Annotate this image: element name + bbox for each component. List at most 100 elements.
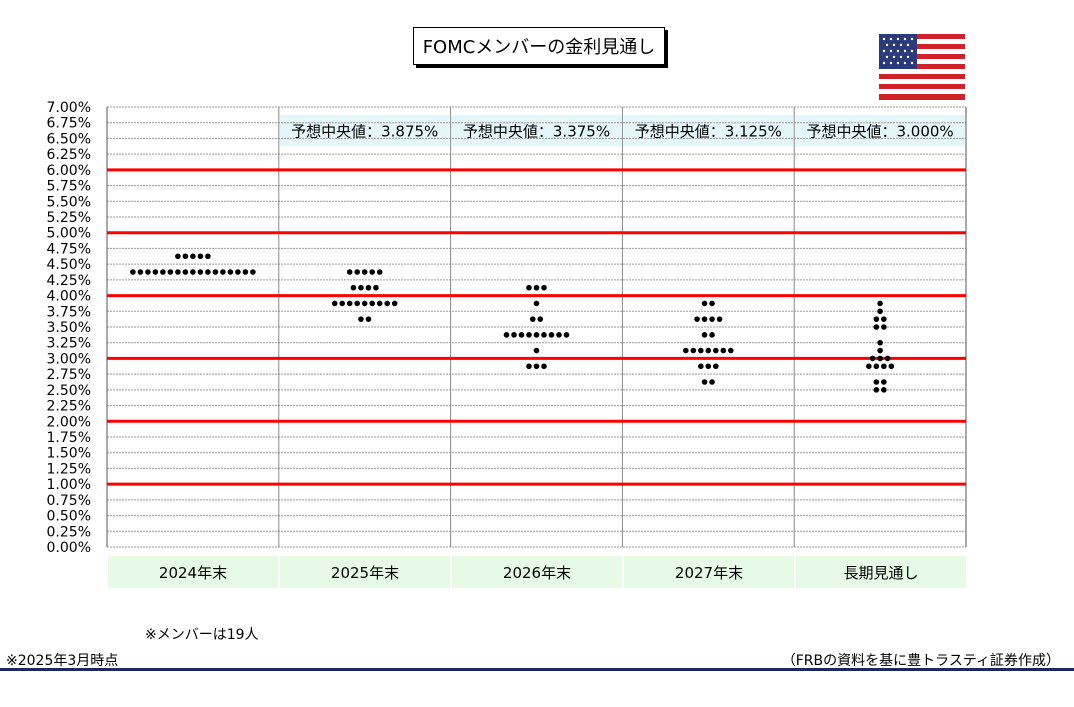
dot-point — [541, 284, 547, 291]
median-label-bg — [623, 114, 794, 147]
dot-point — [376, 269, 383, 275]
dot-point — [716, 316, 723, 322]
dot-point — [705, 363, 712, 370]
dot-point — [533, 284, 540, 291]
dot-point — [533, 300, 540, 307]
y-tick-label: 1.00% — [47, 477, 91, 493]
dot-plot-chart: 0.00%0.25%0.50%0.75%1.00%1.25%1.50%1.75%… — [47, 100, 967, 556]
dot-point — [701, 379, 708, 385]
dot-point — [720, 347, 727, 354]
median-label: 予想中央値：3.000% — [806, 123, 953, 141]
dot-point — [212, 269, 219, 275]
dot-point — [130, 269, 136, 275]
y-tick-label: 6.25% — [47, 147, 91, 163]
dot-point — [869, 355, 876, 362]
us-flag-icon — [879, 34, 965, 100]
dot-point — [358, 284, 364, 291]
dot-point — [877, 308, 883, 315]
dot-point — [701, 332, 708, 338]
dot-point — [873, 379, 880, 385]
dot-point — [873, 316, 880, 322]
dot-point — [350, 284, 357, 291]
dot-point — [526, 332, 532, 338]
dot-point — [881, 316, 887, 322]
median-label-bg — [451, 114, 622, 147]
category-label: 2026年末 — [451, 556, 623, 588]
y-tick-label: 4.75% — [47, 241, 91, 257]
category-label: 2024年末 — [107, 556, 279, 588]
median-label: 予想中央値：3.375% — [463, 123, 610, 141]
dot-point — [167, 269, 174, 275]
dot-point — [533, 363, 540, 370]
dot-point — [728, 347, 734, 354]
y-tick-label: 0.50% — [47, 509, 91, 525]
dot-point — [361, 269, 368, 275]
dot-point — [698, 347, 704, 354]
dot-point — [365, 316, 372, 322]
dot-point — [873, 387, 880, 393]
dot-point — [220, 269, 226, 275]
dot-point — [384, 300, 391, 307]
dot-point — [190, 253, 196, 260]
dot-point — [709, 316, 715, 322]
median-label-bg — [279, 114, 450, 147]
y-tick-label: 0.00% — [47, 540, 91, 556]
dot-point — [713, 347, 719, 354]
dot-point — [537, 316, 544, 322]
dot-point — [346, 300, 353, 307]
y-tick-label: 2.50% — [47, 383, 91, 399]
dot-point — [358, 316, 364, 322]
y-tick-label: 2.25% — [47, 399, 91, 415]
dot-point — [709, 379, 715, 385]
dot-point — [541, 332, 547, 338]
dot-point — [205, 253, 211, 260]
category-label: 2025年末 — [279, 556, 451, 588]
dot-point — [884, 355, 891, 362]
dot-point — [873, 324, 880, 330]
dot-point — [205, 269, 211, 275]
dot-point — [533, 347, 540, 354]
dot-point — [683, 347, 689, 354]
footer-divider — [0, 668, 1074, 671]
dot-point — [877, 300, 883, 307]
dot-point — [888, 363, 895, 370]
median-label-bg — [795, 114, 965, 147]
y-tick-label: 7.00% — [47, 100, 91, 116]
dot-point — [881, 363, 887, 370]
dot-point — [503, 332, 510, 338]
dot-point — [881, 387, 887, 393]
dot-point — [369, 269, 376, 275]
median-label: 予想中央値：3.875% — [291, 123, 438, 141]
dot-point — [197, 253, 204, 260]
dot-point — [701, 300, 708, 307]
y-tick-label: 4.50% — [47, 257, 91, 273]
y-tick-label: 2.00% — [47, 414, 91, 430]
dot-point — [182, 253, 189, 260]
y-tick-label: 5.25% — [47, 210, 91, 226]
dot-point — [705, 347, 712, 354]
dot-point — [563, 332, 570, 338]
y-tick-label: 2.75% — [47, 367, 91, 383]
dot-point — [873, 363, 880, 370]
dot-point — [346, 269, 353, 275]
dot-point — [694, 316, 700, 322]
dot-point — [526, 284, 532, 291]
dot-point — [529, 316, 536, 322]
members-note: ※メンバーは19人 — [145, 627, 259, 643]
dot-point — [518, 332, 525, 338]
dot-point — [373, 284, 379, 291]
y-tick-label: 5.50% — [47, 194, 91, 210]
y-tick-label: 5.75% — [47, 179, 91, 195]
dot-point — [548, 332, 555, 338]
date-note: ※2025年3月時点 — [6, 653, 119, 669]
dot-point — [235, 269, 241, 275]
dot-point — [145, 269, 151, 275]
y-tick-label: 3.25% — [47, 336, 91, 352]
dot-point — [713, 363, 719, 370]
dot-point — [391, 300, 398, 307]
dot-point — [701, 316, 708, 322]
category-label: 2027年末 — [623, 556, 795, 588]
dot-point — [690, 347, 697, 354]
category-axis: 2024年末 2025年末 2026年末 2027年末 長期見通し — [107, 556, 967, 588]
dot-point — [137, 269, 144, 275]
